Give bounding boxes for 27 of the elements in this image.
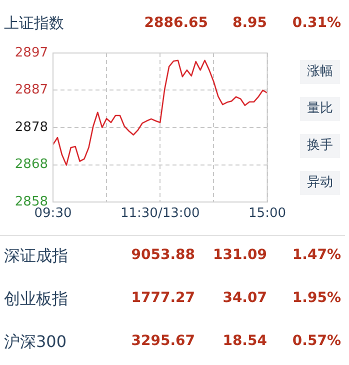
text: 18.54 <box>222 333 267 349</box>
text: 2886.65 <box>144 15 208 31</box>
text: 0.31% <box>292 15 341 31</box>
text: 1.47% <box>292 247 341 263</box>
text: 8.95 <box>232 15 267 31</box>
text: 沪深300 <box>4 332 67 353</box>
text: 量比 <box>300 97 340 121</box>
y-tick-label: 2878 <box>14 120 48 135</box>
x-tick-label: 15:00 <box>248 206 286 222</box>
text: 0.57% <box>292 333 341 349</box>
text: 深证成指 <box>4 246 68 267</box>
text: 1.95% <box>292 290 341 306</box>
y-tick-label: 2897 <box>14 45 48 60</box>
text: 3295.67 <box>131 333 195 349</box>
text: 换手 <box>300 134 340 158</box>
x-tick-label: 09:30 <box>34 206 72 222</box>
text: 1777.27 <box>131 290 195 306</box>
y-tick-label: 2887 <box>14 82 48 98</box>
y-tick-label: 2868 <box>14 157 48 172</box>
text: 131.09 <box>212 247 267 263</box>
x-tick-label: 11:30/13:00 <box>120 206 200 222</box>
text: 34.07 <box>222 290 267 306</box>
text: 异动 <box>300 171 340 195</box>
chart-title: 上证指数 <box>4 14 64 33</box>
text: 创业板指 <box>4 289 68 310</box>
text: 涨幅 <box>300 60 340 84</box>
text: 9053.88 <box>131 247 195 263</box>
